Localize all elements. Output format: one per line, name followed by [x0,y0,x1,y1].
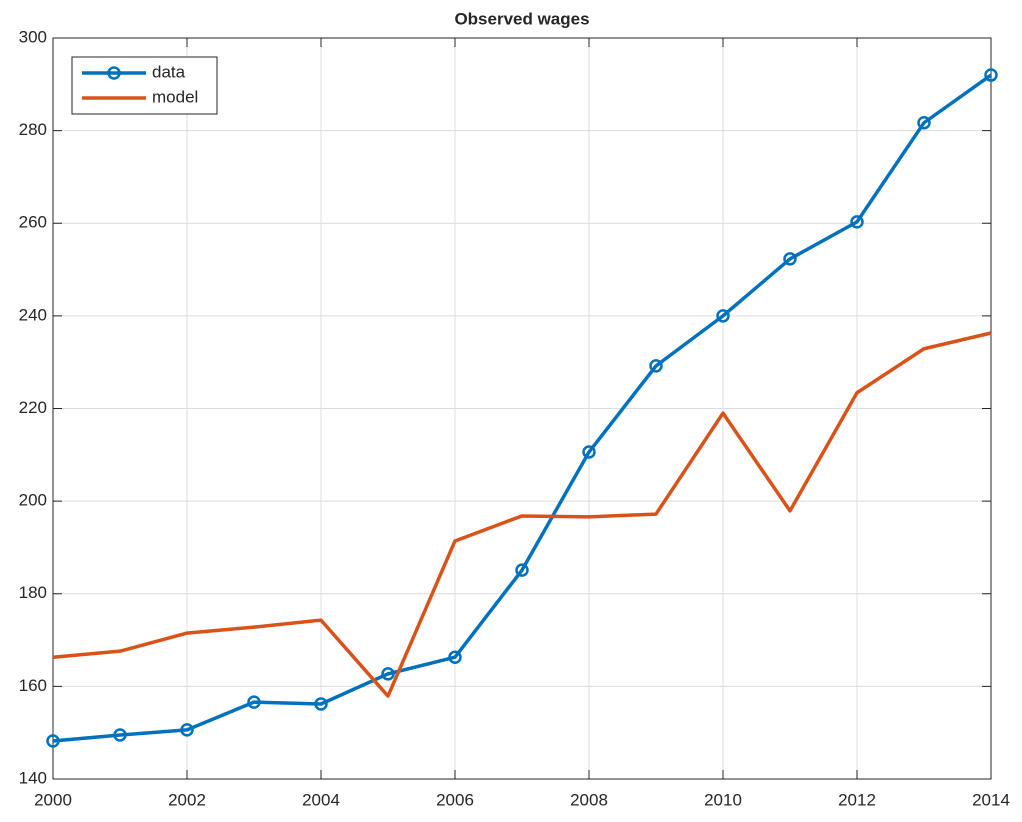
data-point [113,728,127,742]
data-point [783,252,797,266]
data-point [381,667,395,681]
series-line [52,331,992,698]
data-point [448,650,462,664]
x-tick-label: 2006 [436,790,474,809]
data-point [247,695,261,709]
data-point [984,68,998,82]
data-point [716,309,730,323]
y-tick-label: 220 [19,398,47,417]
y-tick-label: 280 [19,120,47,139]
legend-box [71,56,218,115]
data-point [850,215,864,229]
x-tick-label: 2012 [838,790,876,809]
data-point [649,359,663,373]
plot-frame [52,37,992,780]
data-point [515,563,529,577]
x-tick-label: 2010 [704,790,742,809]
y-tick-label: 200 [19,491,47,510]
x-tick-label: 2014 [972,790,1010,809]
series-line [52,73,993,743]
data-point [314,697,328,711]
y-tick-label: 260 [19,213,47,232]
data-point [582,445,596,459]
legend-marker [107,66,121,80]
x-tick-label: 2008 [570,790,608,809]
x-tick-label: 2000 [34,790,72,809]
data-point [180,723,194,737]
legend-label: model [152,87,198,106]
y-tick-label: 160 [19,676,47,695]
data-point [46,734,60,748]
chart-title: Observed wages [454,9,589,28]
y-tick-label: 240 [19,305,47,324]
y-tick-label: 140 [19,768,47,787]
data-point [917,116,931,130]
y-tick-label: 300 [19,27,47,46]
x-tick-label: 2002 [168,790,206,809]
x-tick-label: 2004 [302,790,340,809]
legend-label: data [152,62,186,81]
y-tick-label: 180 [19,583,47,602]
